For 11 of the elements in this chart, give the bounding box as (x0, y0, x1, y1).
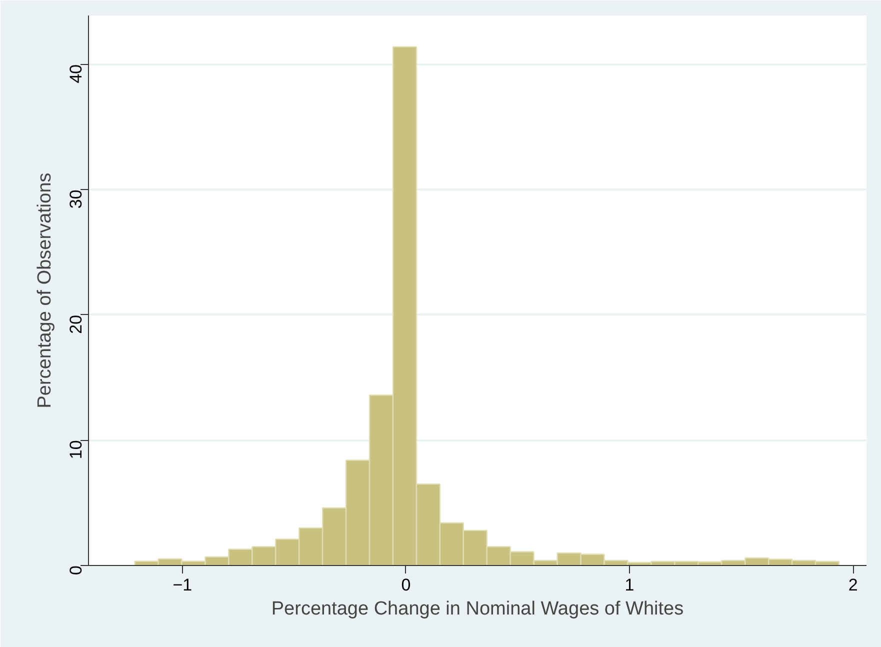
y-tick-label: 30 (66, 190, 86, 209)
y-tick-label: 0 (66, 565, 86, 575)
y-tick-label: 10 (66, 440, 86, 460)
y-tick-label: 20 (66, 314, 86, 334)
x-tick-label: −1 (172, 576, 192, 594)
x-axis-title: Percentage Change in Nominal Wages of Whites (271, 598, 684, 620)
y-tick-label: 40 (66, 64, 86, 84)
y-axis-title: Percentage of Observations (34, 172, 56, 408)
x-tick-label: 0 (401, 576, 411, 594)
x-tick-label: 1 (624, 576, 634, 594)
x-tick-label: 2 (848, 576, 858, 594)
